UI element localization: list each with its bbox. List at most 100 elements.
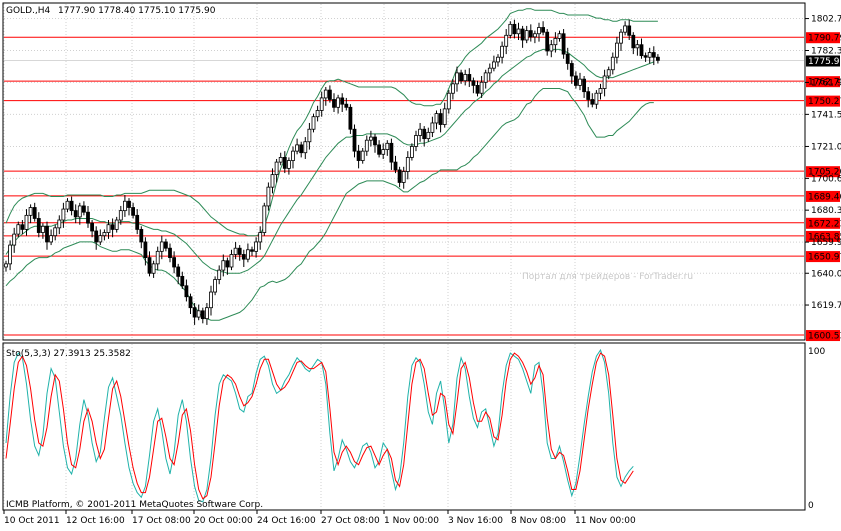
price-tick-label: 1802.70 (811, 15, 841, 25)
candle-body (332, 99, 336, 108)
candle-body (250, 249, 254, 252)
price-tick-label: 1761.90 (811, 78, 841, 88)
candle-body (623, 25, 627, 33)
time-tick-label: 17 Oct 08:00 (132, 516, 191, 526)
candle-body (405, 157, 410, 172)
candle-body (159, 241, 164, 252)
candle-body (278, 157, 283, 163)
candle-body (586, 91, 591, 100)
candle-body (475, 85, 480, 94)
candle-body (385, 142, 390, 150)
candle-body (397, 169, 402, 183)
candle-body (311, 116, 316, 130)
candle-body (24, 214, 29, 230)
level-tag-label: 1600.53 (808, 332, 841, 342)
candle-body (172, 257, 177, 268)
candle-body (90, 222, 94, 232)
candle-body (496, 56, 500, 63)
level-tag-label: 1790.79 (808, 34, 841, 44)
price-tick-label: 1680.30 (811, 206, 841, 216)
candle-body (168, 247, 172, 258)
candle-body (65, 200, 70, 210)
candle-body (520, 28, 525, 41)
stochastic-panel[interactable] (2, 342, 806, 511)
level-tag-label: 1705.20 (808, 168, 841, 178)
candle-body (606, 69, 611, 77)
level-tag-2 (806, 95, 840, 107)
level-tag-5 (806, 217, 840, 229)
level-tag-label: 1750.27 (808, 97, 841, 107)
candle-body (69, 200, 74, 212)
candle-body (631, 34, 636, 49)
candle-body (295, 144, 300, 152)
candle-body (541, 27, 545, 33)
candle-body (303, 141, 308, 154)
candle-body (483, 72, 488, 83)
candle-body (561, 33, 566, 55)
candle-body (229, 254, 234, 268)
candle-body (578, 78, 582, 86)
candle-body (512, 23, 517, 35)
candle-body (442, 108, 447, 125)
level-tag-label: 1663.85 (808, 232, 841, 242)
level-tag-4 (806, 190, 840, 202)
candle-body (422, 128, 427, 140)
candle-body (184, 285, 189, 298)
level-tag-6 (806, 230, 840, 242)
candle-body (524, 30, 529, 41)
candle-body (139, 229, 144, 243)
candle-body (143, 241, 148, 258)
candle-body (582, 78, 586, 93)
candle-body (569, 63, 574, 77)
candle-body (245, 249, 250, 260)
time-tick-label: 8 Nov 08:00 (511, 516, 566, 526)
candle-body (459, 72, 464, 82)
candle-body (643, 55, 648, 58)
watermark-text: Портал для трейдеров - ForTrader.ru (522, 272, 693, 282)
candle-body (4, 263, 8, 268)
candle-body (147, 257, 152, 274)
stochastic-lines (5, 348, 634, 503)
time-tick-label: 27 Oct 08:00 (321, 516, 380, 526)
candle-body (598, 88, 603, 94)
price-panel[interactable] (2, 2, 806, 341)
candle-body (553, 38, 558, 46)
current-price-label: 1775.90 (808, 57, 841, 67)
candle-body (537, 27, 541, 35)
candle-body (545, 31, 550, 52)
candle-body (241, 254, 246, 260)
candle-body (225, 260, 230, 268)
price-tick-label: 1619.70 (811, 301, 841, 311)
candle-body (438, 113, 443, 125)
grid-lines (3, 4, 804, 509)
candle-body (254, 241, 259, 252)
candle-body (45, 225, 49, 243)
level-tag-label: 1762.71 (808, 78, 841, 88)
candle-body (619, 31, 623, 44)
candle-body (647, 52, 652, 58)
price-axis: 1802.70 1782.30 1761.90 1741.50 1721.00 1700.… (805, 15, 841, 311)
candle-body (348, 106, 353, 130)
candle-body (627, 25, 632, 36)
candle-body (73, 210, 78, 218)
candle-body (118, 210, 123, 221)
price-tick-label: 1700.60 (811, 174, 841, 184)
candle-body (418, 128, 423, 136)
candle-body (49, 235, 53, 243)
candle-body (16, 224, 21, 235)
candle-body (434, 113, 439, 124)
candle-body (356, 150, 361, 161)
candle-body (196, 310, 201, 318)
candle-body (323, 89, 328, 99)
candle-body (102, 232, 107, 237)
candle-body (57, 219, 62, 229)
price-tick-label: 1659.90 (811, 238, 841, 248)
candle-body (286, 160, 291, 169)
candle-body (594, 92, 599, 105)
candle-body (123, 200, 127, 212)
candle-body (377, 144, 382, 155)
candle-body (557, 33, 562, 39)
candle-body (209, 291, 213, 309)
